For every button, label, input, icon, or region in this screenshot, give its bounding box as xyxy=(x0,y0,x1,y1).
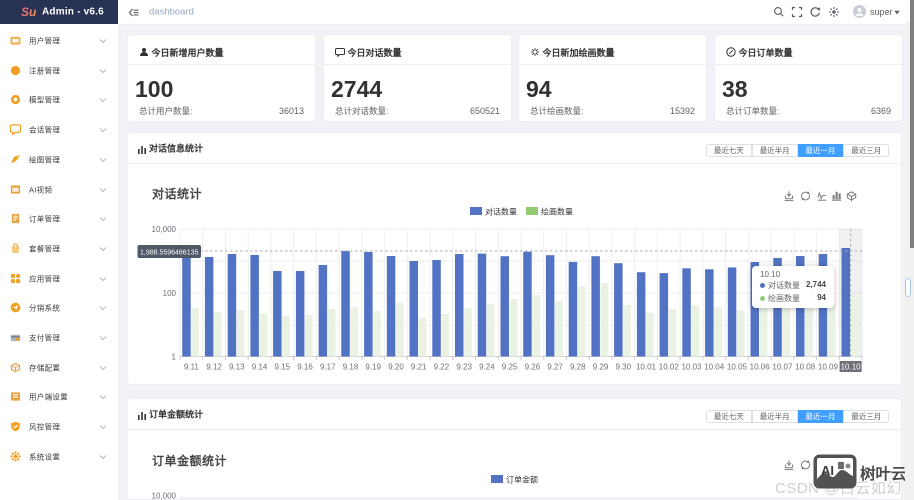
svg-text:对话数量: 对话数量 xyxy=(485,207,517,217)
svg-text:10.08: 10.08 xyxy=(795,363,816,372)
svg-text:9.19: 9.19 xyxy=(365,363,381,372)
svg-text:9.25: 9.25 xyxy=(502,363,518,372)
svg-text:10.06: 10.06 xyxy=(750,363,771,372)
svg-text:10.03: 10.03 xyxy=(681,363,702,372)
svg-text:10.07: 10.07 xyxy=(772,363,793,372)
svg-text:10.02: 10.02 xyxy=(659,363,680,372)
svg-text:9.12: 9.12 xyxy=(206,363,222,372)
svg-text:9.30: 9.30 xyxy=(616,363,632,372)
svg-text:9.24: 9.24 xyxy=(479,363,495,372)
svg-text:10.04: 10.04 xyxy=(704,363,725,372)
svg-text:10,000: 10,000 xyxy=(152,225,177,234)
svg-text:订单金额: 订单金额 xyxy=(506,475,538,485)
svg-text:9.14: 9.14 xyxy=(252,363,268,372)
svg-text:10.01: 10.01 xyxy=(636,363,657,372)
svg-text:9.18: 9.18 xyxy=(343,363,359,372)
svg-text:9.16: 9.16 xyxy=(297,363,313,372)
svg-text:AI: AI xyxy=(821,463,834,478)
svg-text:10.05: 10.05 xyxy=(727,363,748,372)
svg-text:9.23: 9.23 xyxy=(456,363,472,372)
svg-text:9.21: 9.21 xyxy=(411,363,427,372)
svg-text:9.28: 9.28 xyxy=(570,363,586,372)
svg-text:9.20: 9.20 xyxy=(388,363,404,372)
svg-text:1: 1 xyxy=(172,353,177,362)
svg-text:100: 100 xyxy=(163,289,177,298)
svg-text:1,988.5596466135: 1,988.5596466135 xyxy=(140,250,198,257)
svg-text:9.27: 9.27 xyxy=(547,363,563,372)
svg-text:9.29: 9.29 xyxy=(593,363,609,372)
svg-text:9.26: 9.26 xyxy=(525,363,541,372)
svg-text:9.11: 9.11 xyxy=(184,363,200,372)
svg-text:9.17: 9.17 xyxy=(320,363,336,372)
svg-text:10,000: 10,000 xyxy=(152,492,177,500)
svg-text:绘画数量: 绘画数量 xyxy=(541,207,573,217)
svg-text:对话统计: 对话统计 xyxy=(152,186,202,201)
svg-text:10.10: 10.10 xyxy=(841,363,862,372)
svg-text:9.13: 9.13 xyxy=(229,363,245,372)
svg-text:9.22: 9.22 xyxy=(434,363,450,372)
svg-text:10.09: 10.09 xyxy=(818,363,839,372)
svg-text:订单金额统计: 订单金额统计 xyxy=(152,453,227,468)
svg-text:9.15: 9.15 xyxy=(275,363,291,372)
